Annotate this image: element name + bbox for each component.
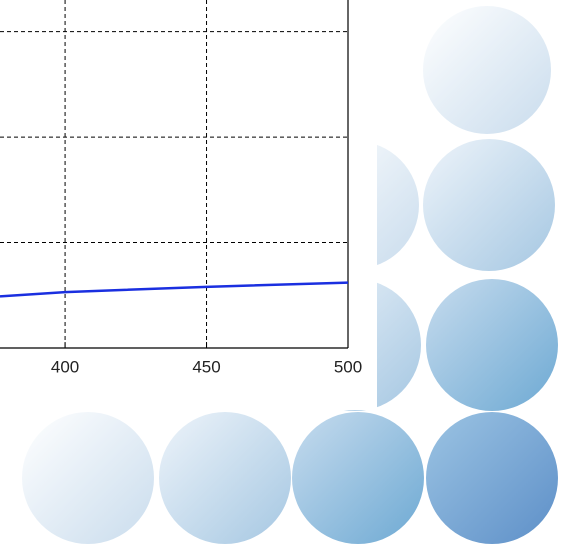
x-tick-label: 500 (334, 357, 362, 376)
decoration (0, 0, 558, 544)
x-tick-label: 450 (192, 357, 220, 376)
x-tick-label: 400 (51, 357, 79, 376)
screenshot: 400 450 500 (0, 0, 569, 547)
